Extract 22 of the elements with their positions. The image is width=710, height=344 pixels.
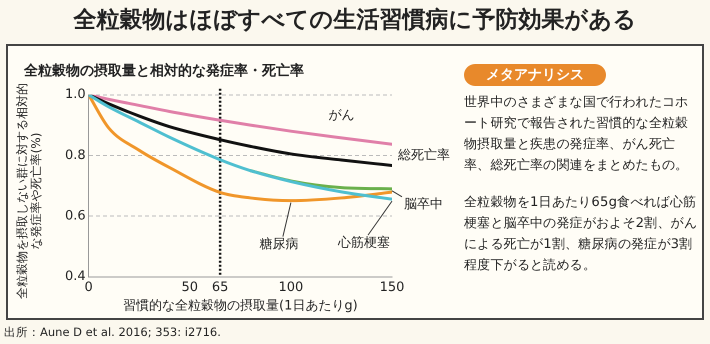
x-tick-label: 150 <box>380 280 404 295</box>
text: 全粒穀物を1日あたり65g食べれば心筋梗塞と脳卒中の発症がおよそ2割、がんによる死亡が1割、糖尿病の発症が3割程度下がると読める。 <box>464 194 698 275</box>
x-tick-label: 50 <box>182 280 198 295</box>
y-axis-title: 全粒穀物を摂取しない群に対する相対的な発症率や死亡率(%) <box>15 82 44 301</box>
text: 心筋梗塞 <box>337 234 390 251</box>
chart-title: 全粒穀物はほぼすべての生活習慣病に予防効果がある <box>72 6 638 35</box>
x-axis-title: 習慣的な全粒穀物の摂取量(1日あたりg) <box>123 298 358 314</box>
chart-subtitle: 全粒穀物の摂取量と相対的な発症率・死亡率 <box>24 62 304 80</box>
y-tick-label: 1.0 <box>64 87 86 102</box>
x-tick-label: 0 <box>84 280 93 295</box>
x-tick-label: 100 <box>278 280 304 295</box>
text: 糖尿病 <box>259 237 298 252</box>
y-tick-label: 0.6 <box>64 208 86 224</box>
x-tick-label: 65 <box>212 280 228 295</box>
series-label: 総死亡率 <box>397 146 450 163</box>
text: メタアナリシス <box>464 64 606 86</box>
y-tick-label: 0.8 <box>64 148 86 163</box>
text: 出所：Aune D et al. 2016; 353: i2716. <box>4 325 221 340</box>
text: 世界中のさまざまな国で行われたコホート研究で報告された習慣的な全粒穀物摂取量と疾患の発症率、がん死亡率、総死亡率の関連をまとめたもの。 <box>464 94 690 175</box>
y-tick-label: 0.4 <box>64 269 86 284</box>
series-label: 脳卒中 <box>404 197 443 212</box>
series-label: がん <box>328 108 354 124</box>
